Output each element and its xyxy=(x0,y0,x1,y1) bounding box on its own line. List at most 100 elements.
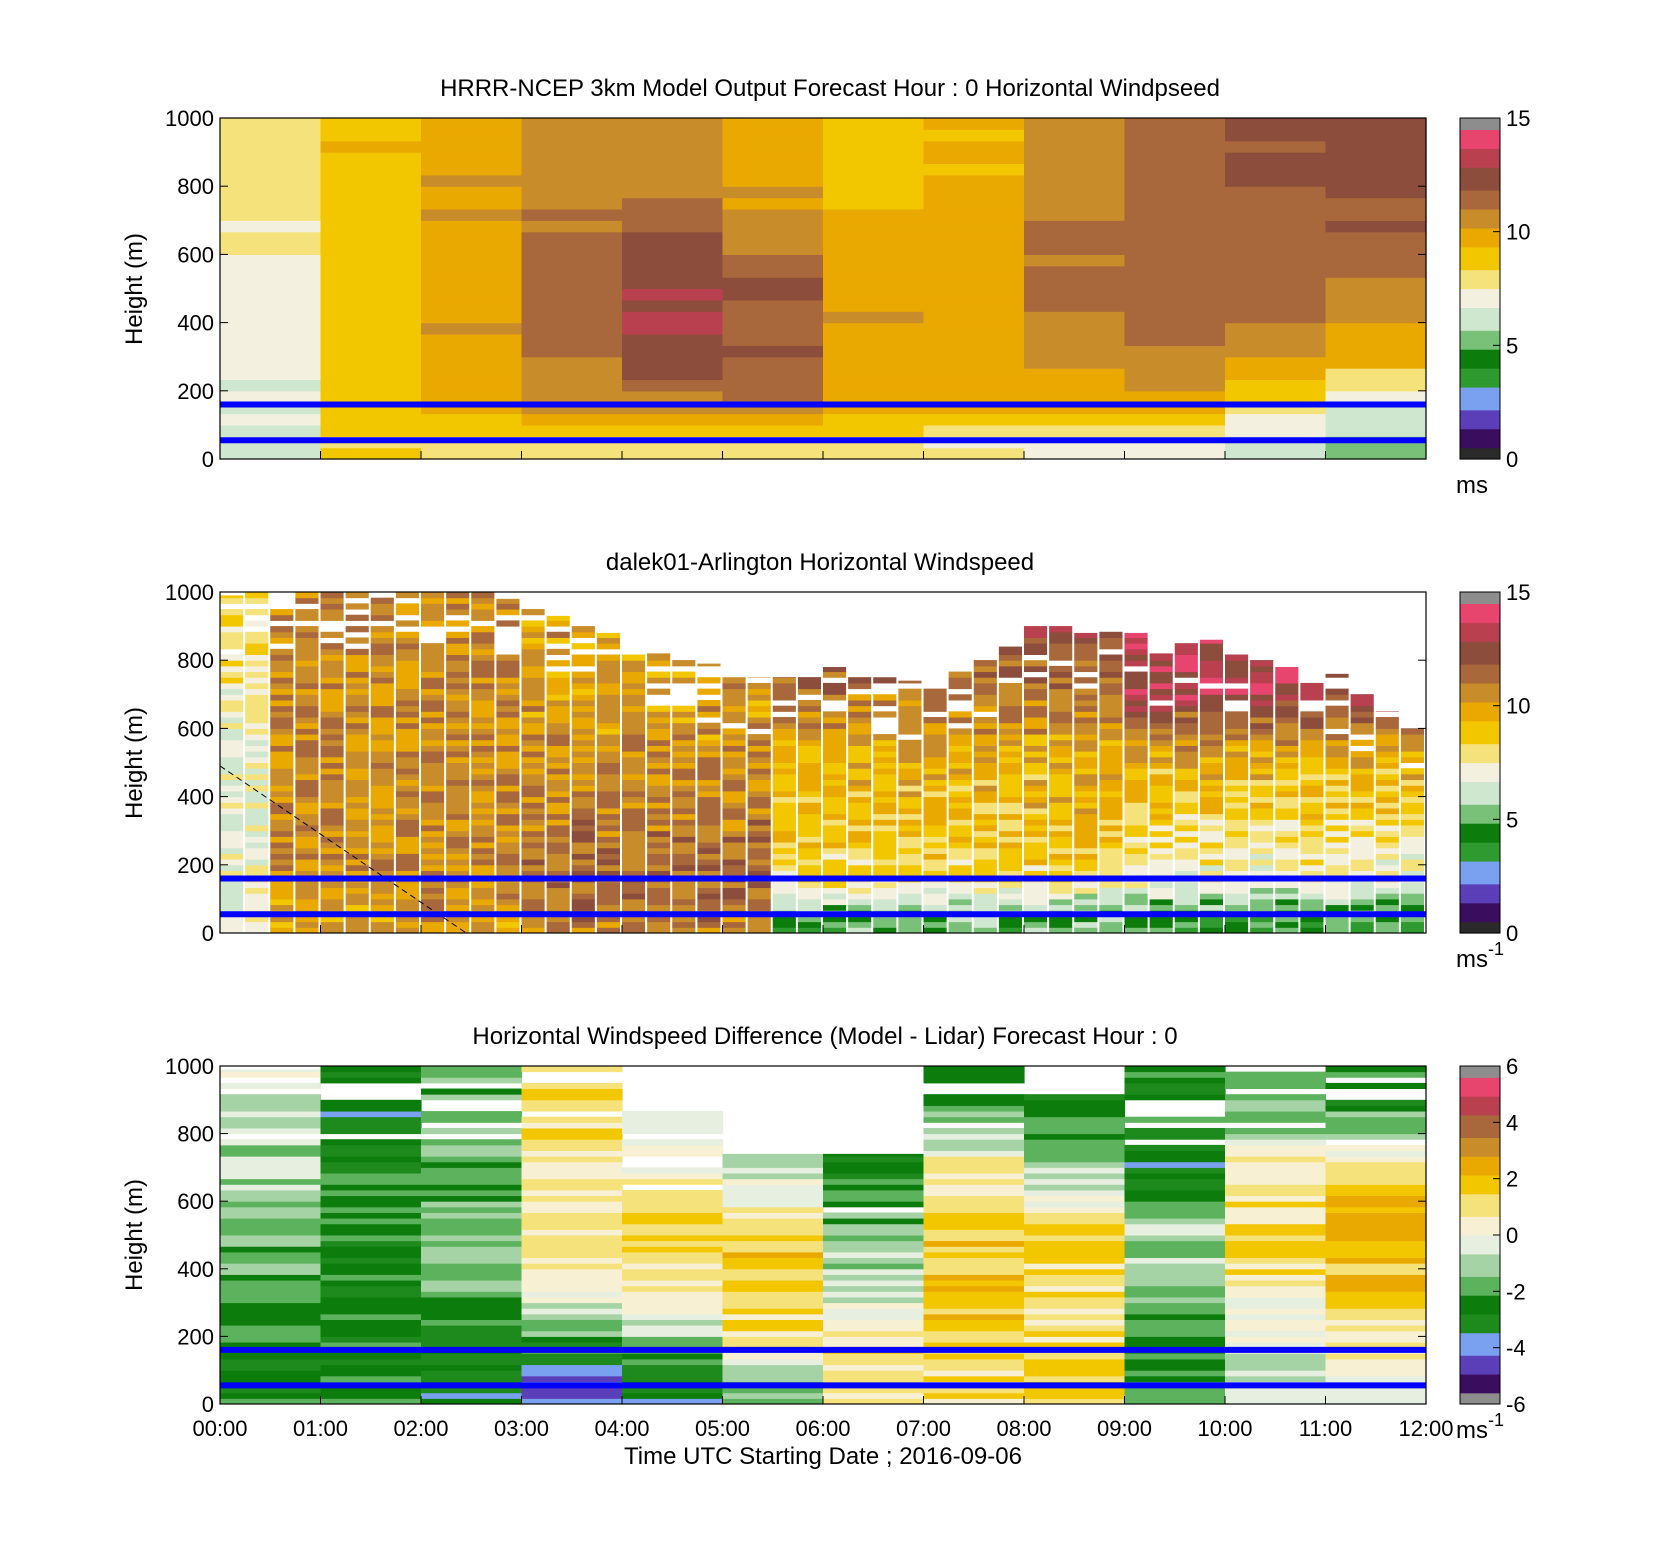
heat-cell xyxy=(596,711,620,718)
heat-cell xyxy=(320,614,344,621)
heat-cell xyxy=(797,745,821,752)
heat-cell xyxy=(1124,311,1226,324)
heat-cell xyxy=(596,745,620,752)
heat-cell xyxy=(270,842,294,849)
heat-cell xyxy=(722,694,746,701)
heat-cell xyxy=(295,921,319,928)
heat-cell xyxy=(1199,751,1223,758)
heat-cell xyxy=(1325,1240,1427,1247)
heat-cell xyxy=(496,881,520,889)
heat-cell xyxy=(697,756,721,763)
heat-cell xyxy=(521,208,623,221)
heat-cell xyxy=(1275,768,1299,775)
heat-cell xyxy=(1225,728,1249,735)
heat-cell xyxy=(471,711,495,718)
heat-cell xyxy=(1300,830,1324,837)
heat-cell xyxy=(1225,745,1249,752)
heat-cell xyxy=(421,825,445,832)
heat-cell xyxy=(722,1167,824,1174)
heat-cell xyxy=(848,807,872,815)
heat-cell xyxy=(1099,660,1123,667)
heat-cell xyxy=(220,756,244,763)
heat-cell xyxy=(220,677,244,684)
heat-cell xyxy=(998,773,1022,781)
heat-cell xyxy=(647,870,671,877)
heat-cell xyxy=(270,734,294,741)
heat-cell xyxy=(1400,728,1424,729)
heat-cell xyxy=(923,881,947,889)
heat-cell xyxy=(923,705,947,712)
heat-cell xyxy=(1400,802,1424,809)
heat-cell xyxy=(1225,311,1327,324)
heat-cell xyxy=(1325,768,1349,775)
heat-cell xyxy=(370,847,394,854)
heat-cell xyxy=(622,1302,724,1309)
heat-cell xyxy=(1325,1229,1427,1236)
heat-cell xyxy=(421,790,445,798)
x-tick-label: 00:00 xyxy=(192,1416,247,1441)
heat-cell xyxy=(973,717,997,724)
heat-cell xyxy=(772,796,796,803)
heat-cell xyxy=(446,660,470,667)
heat-cell xyxy=(747,807,771,815)
heat-cell xyxy=(1325,265,1427,278)
heat-cell xyxy=(1024,277,1126,290)
heat-cell xyxy=(647,773,671,781)
heat-cell xyxy=(521,1387,623,1394)
heat-cell xyxy=(1124,807,1148,815)
heat-cell xyxy=(1099,796,1123,803)
heat-cell xyxy=(596,705,620,712)
heat-cell xyxy=(596,717,620,724)
heat-cell xyxy=(295,717,319,724)
heat-cell xyxy=(722,1370,824,1377)
heat-cell xyxy=(1325,1212,1427,1219)
heat-cell xyxy=(923,1094,1025,1101)
heat-cell xyxy=(1024,1094,1126,1101)
heat-cell xyxy=(1325,762,1349,769)
heat-cell xyxy=(1225,1144,1327,1151)
heat-cell xyxy=(722,762,746,769)
heat-cell xyxy=(923,174,1025,187)
colorbar-swatch xyxy=(1460,178,1500,184)
heat-cell xyxy=(722,705,746,712)
heat-cell xyxy=(370,603,394,610)
heat-cell xyxy=(948,898,972,906)
heat-cell xyxy=(1024,660,1048,667)
heat-cell xyxy=(973,915,997,923)
heat-cell xyxy=(320,751,344,758)
heat-cell xyxy=(722,311,824,324)
heat-cell xyxy=(823,1161,925,1168)
colorbar-swatch xyxy=(1460,417,1500,422)
heat-cell xyxy=(722,1330,824,1337)
heat-cell xyxy=(370,597,394,604)
heat-cell xyxy=(647,927,671,934)
colorbar-swatch xyxy=(1460,595,1500,601)
heat-cell xyxy=(421,1077,523,1084)
heat-cell xyxy=(245,887,269,894)
heat-cell xyxy=(421,597,445,604)
heat-cell xyxy=(1174,904,1198,911)
heat-cell xyxy=(1325,1364,1427,1371)
heat-cell xyxy=(797,677,821,678)
heat-cell xyxy=(245,734,269,741)
heat-cell xyxy=(220,626,244,633)
heat-cell xyxy=(1199,796,1223,803)
heat-cell xyxy=(295,881,319,889)
heat-cell xyxy=(220,424,322,437)
heat-cell xyxy=(245,785,269,792)
heat-cell xyxy=(320,1071,422,1078)
colorbar-swatch xyxy=(1460,891,1500,896)
heat-cell xyxy=(1199,921,1223,928)
heat-cell xyxy=(496,915,520,923)
colorbar-swatch xyxy=(1460,781,1500,786)
heat-cell xyxy=(973,756,997,763)
colorbar-swatch xyxy=(1460,341,1500,346)
heat-cell xyxy=(446,847,470,854)
heat-cell xyxy=(998,813,1022,820)
heat-cell xyxy=(295,842,319,849)
heat-cell xyxy=(1124,1161,1226,1168)
heat-cell xyxy=(1124,1353,1226,1360)
heat-cell xyxy=(1099,881,1123,889)
heat-cell xyxy=(772,739,796,746)
